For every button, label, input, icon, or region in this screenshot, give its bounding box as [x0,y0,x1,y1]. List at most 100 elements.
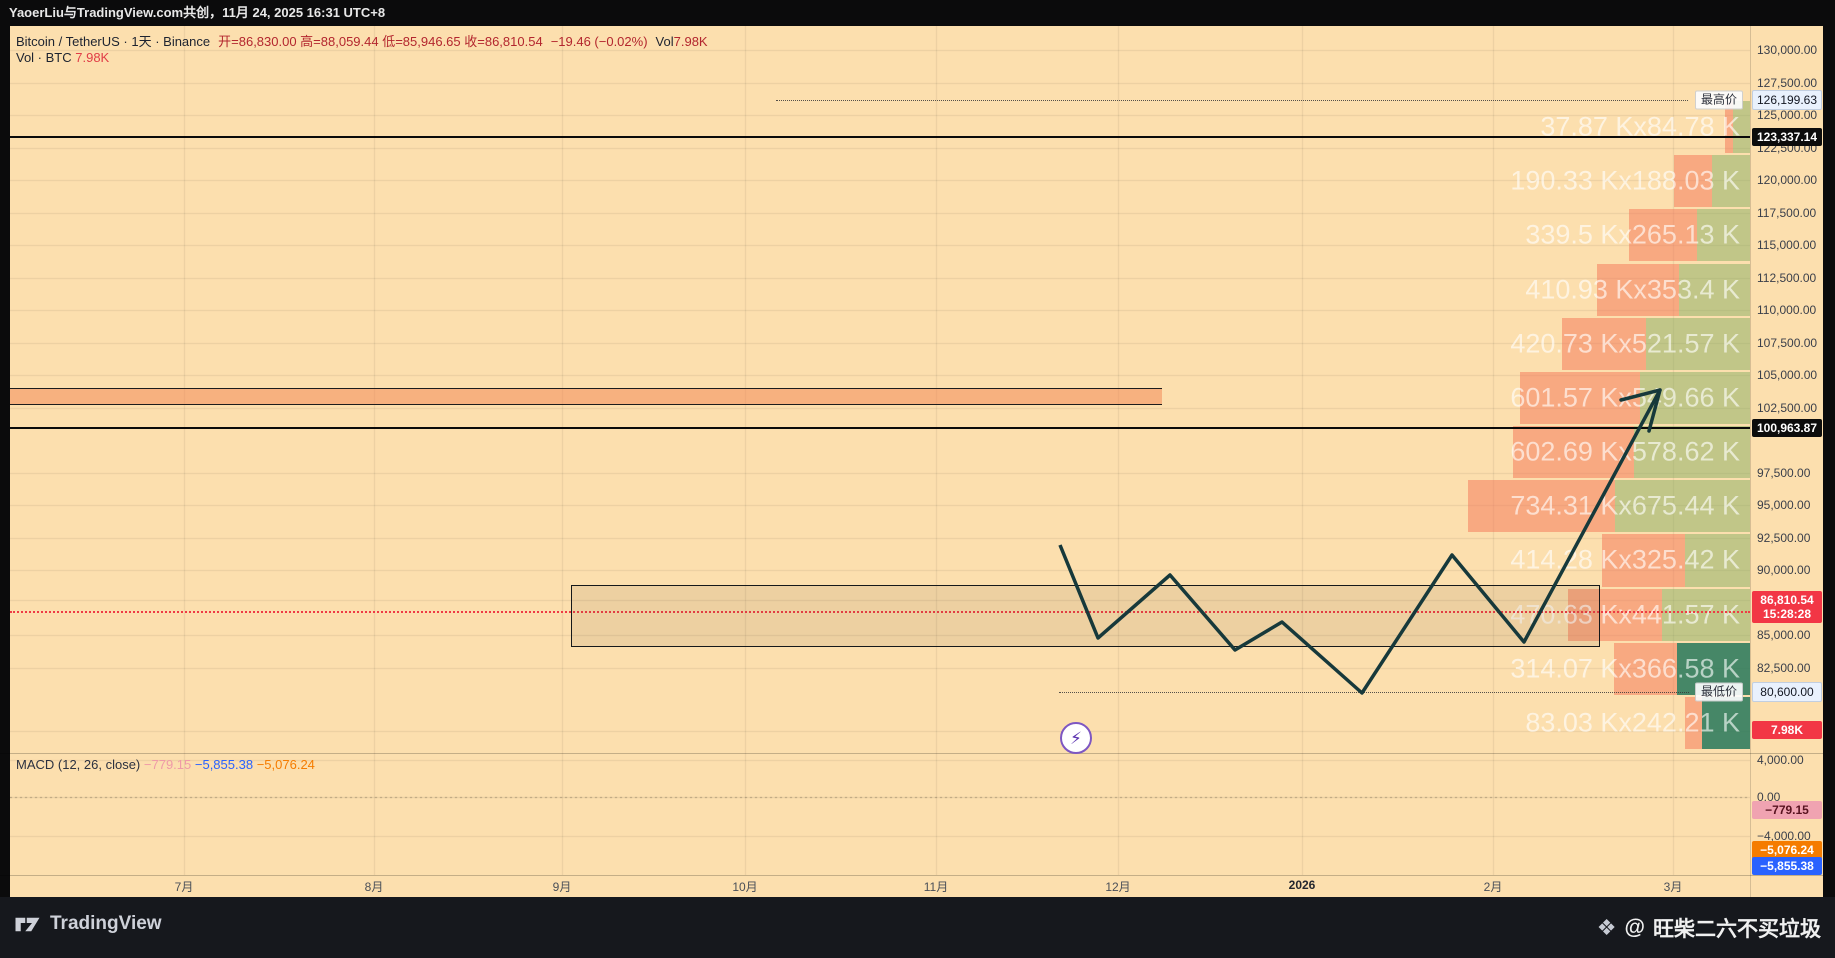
sell-volume-bar [1685,696,1702,750]
horizontal-line-123337[interactable] [10,136,1750,138]
scale-tick: 110,000.00 [1757,303,1817,317]
price-badge: −5,855.38 [1752,857,1822,875]
horizontal-line-100963[interactable] [10,427,1750,429]
pane-separator[interactable] [0,753,1823,754]
accumulation-box-rectangle[interactable] [571,585,1600,647]
zigzag-projection-drawing[interactable] [0,0,1750,897]
volume-profile-indicator: 37.87 Kx84.78 K 190.33 Kx188.03 K 339.5 Kx… [0,101,1750,750]
author-handle-text: 旺柴二六不买垃圾 [1653,918,1821,941]
macd-title[interactable]: MACD (12, 26, close) [16,757,141,772]
volume-indicator-value: 7.98K [75,50,110,65]
tradingview-logo-icon [15,917,40,931]
time-axis-label: 12月 [1105,880,1131,894]
volume-profile-row: 470.63 Kx441.57 K [0,588,1750,642]
lightning-icon[interactable]: ⚡ [1060,722,1092,754]
price-chart-canvas[interactable] [10,26,1750,875]
scale-tick: 107,500.00 [1757,336,1818,350]
lowest-price-dotted-line [1059,692,1689,693]
scale-tick: 127,500.00 [1757,76,1818,90]
buy-volume-bar [1733,101,1750,154]
sell-volume-bar [1568,588,1662,641]
scale-tick: 115,000.00 [1757,238,1817,252]
scale-tick: 120,000.00 [1757,173,1818,187]
left-frame [0,26,10,897]
bottom-toolbar: TradingView ❖ @ 旺柴二六不买垃圾 [0,897,1835,958]
buy-volume-bar [1702,696,1750,750]
scale-tick: 102,500.00 [1757,401,1818,415]
scale-tick: 4,000.00 [1757,753,1804,767]
buy-volume-bar [1662,588,1750,641]
time-axis-label: 8月 [364,880,384,894]
symbol-legend[interactable]: Bitcoin / TetherUS · 1天 · Binance 开=86,83… [16,31,708,50]
volume-profile-values: 314.07 Kx366.58 K [1510,653,1740,684]
time-axis-label: 2026 [1288,878,1316,892]
macd-signal-value: −5,076.24 [256,757,315,772]
macd-indicator-legend[interactable]: MACD (12, 26, close) −779.15 −5,855.38 −… [16,757,315,772]
highest-price-chip: 最高价 [1694,90,1743,110]
sell-volume-bar [1562,317,1646,370]
time-axis-label: 10月 [732,880,758,894]
scale-tick: 112,500.00 [1757,271,1817,285]
time-axis[interactable]: 7月 8月 9月 10月 11月 12月 2026 2月 3月 [0,875,1823,897]
price-scale[interactable]: 130,000.00 127,500.00 125,000.00 122,500.00… [1750,26,1824,897]
scale-tick: 130,000.00 [1757,43,1818,57]
volume-profile-row: 420.73 Kx521.57 K [0,317,1750,371]
sell-volume-bar [1614,642,1677,695]
scale-tick: 82,500.00 [1757,661,1811,675]
last-price-dotted-line [10,611,1750,613]
time-axis-label: 2月 [1483,880,1503,894]
symbol-title[interactable]: Bitcoin / TetherUS [16,34,120,49]
at-sign: @ [1624,916,1645,939]
macd-hist-value: −779.15 [143,757,192,772]
sell-volume-bar [1468,480,1615,533]
time-axis-label: 11月 [923,880,949,894]
scale-tick: 85,000.00 [1757,628,1811,642]
buy-volume-bar [1697,209,1750,262]
volume-profile-values: 734.31 Kx675.44 K [1510,490,1740,521]
price-badge: −5,076.24 [1752,841,1822,859]
price-badge: 100,963.87 [1752,419,1822,437]
volume-indicator-legend[interactable]: Vol · BTC 7.98K [16,50,109,65]
volume-indicator-title[interactable]: Vol · BTC [16,50,72,65]
price-badge: 80,600.00 [1752,682,1822,702]
volume-profile-row: 190.33 Kx188.03 K [0,154,1750,208]
buy-volume-bar [1679,263,1750,316]
lowest-price-chip: 最低价 [1694,682,1743,702]
buy-volume-bar [1634,426,1750,479]
volume-profile-row: 601.57 Kx549.66 K [0,371,1750,425]
volume-profile-values: 410.93 Kx353.4 K [1525,274,1740,305]
price-badge: 123,337.14 [1752,128,1822,146]
volume-profile-values: 420.73 Kx521.57 K [1510,328,1740,359]
change-value: −19.46 (−0.02%) [550,34,648,49]
author-handle: ❖ @ 旺柴二六不买垃圾 [1597,913,1821,943]
time-axis-label: 7月 [174,880,194,894]
volume-profile-row: 339.5 Kx265.13 K [0,208,1750,262]
volume-profile-row: 83.03 Kx242.21 K [0,696,1750,750]
volume-profile-values: 470.63 Kx441.57 K [1510,599,1740,630]
tradingview-brand[interactable]: TradingView [14,913,162,935]
right-frame [1823,26,1835,897]
price-badge: −779.15 [1752,801,1822,819]
tradingview-brand-label: TradingView [50,913,162,934]
volume-profile-row: 410.93 Kx353.4 K [0,263,1750,317]
scale-tick: 117,500.00 [1757,206,1817,220]
volume-profile-values: 339.5 Kx265.13 K [1525,219,1740,250]
sell-volume-bar [1602,534,1685,587]
price-badge: 86,810.54 15:28:28 [1752,591,1822,623]
time-axis-separator [0,875,1823,876]
share-header: YaoerLiu与TradingView.com共创，11月 24, 2025 … [0,0,1835,26]
sell-volume-bar [1674,155,1712,208]
scale-tick: 90,000.00 [1757,563,1811,577]
volume-profile-row: 734.31 Kx675.44 K [0,479,1750,533]
vol-value: 7.98K [673,34,708,49]
scale-tick: −4,000.00 [1757,829,1811,843]
scale-tick: 105,000.00 [1757,368,1818,382]
sell-volume-bar [1513,426,1634,479]
price-badge: 126,199.63 [1752,90,1822,110]
sell-volume-bar [1629,209,1697,262]
volume-profile-row: 414.28 Kx325.42 K [0,533,1750,587]
macd-line-value: −5,855.38 [194,757,254,772]
volume-profile-values: 414.28 Kx325.42 K [1510,544,1740,575]
supply-zone-rectangle[interactable] [10,388,1162,405]
